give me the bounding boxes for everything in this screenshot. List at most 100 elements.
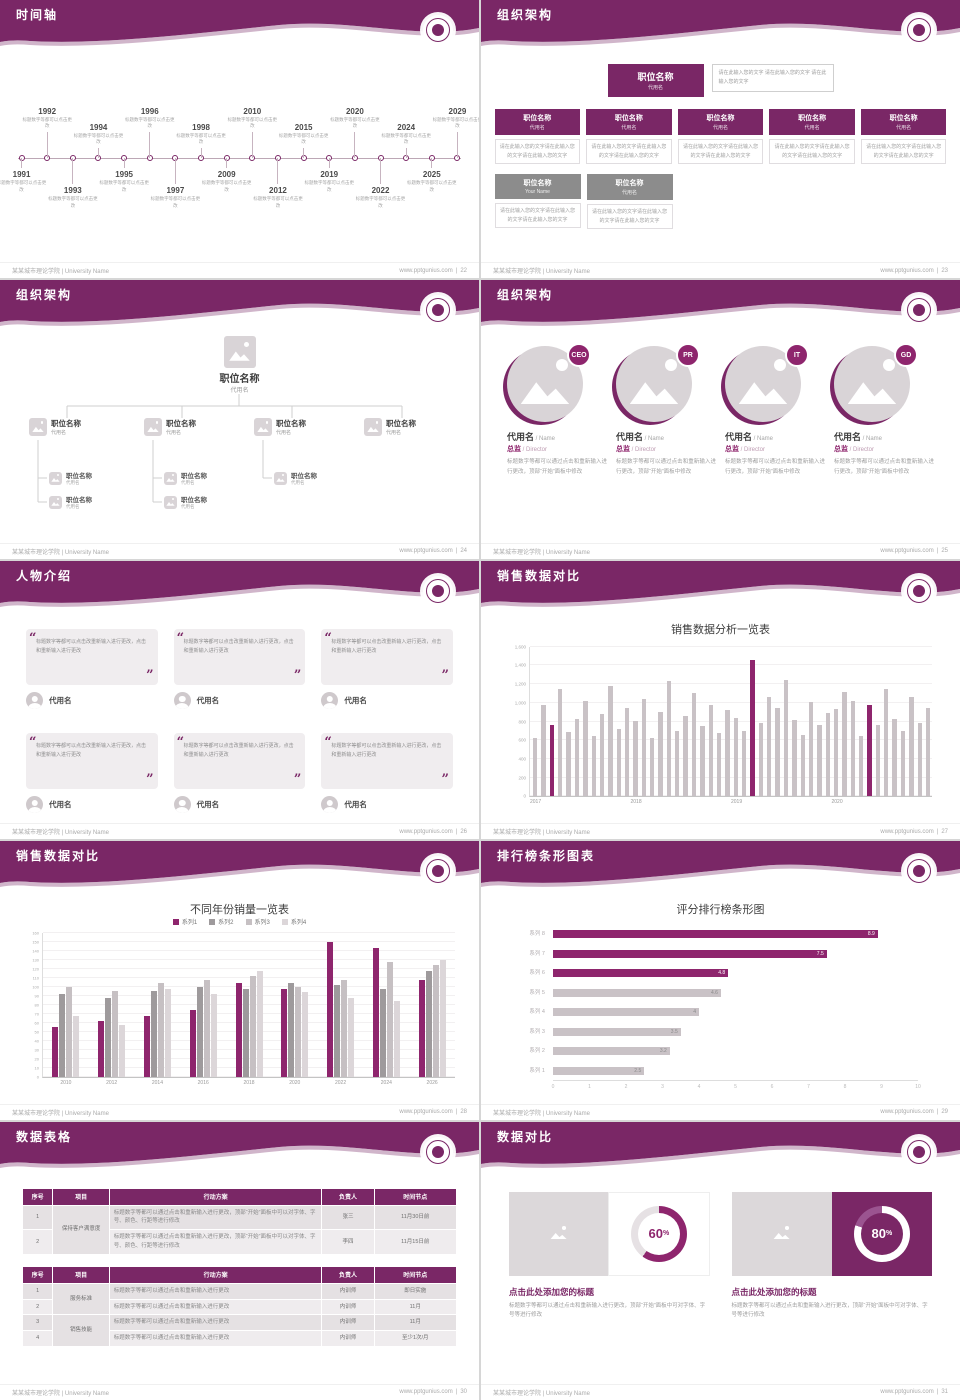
gridline bbox=[43, 932, 455, 934]
timeline-item: 2009 标题数字等都可以点击更改 bbox=[202, 170, 252, 194]
org-node-subtitle: 代用名 bbox=[621, 125, 637, 131]
image-placeholder-icon bbox=[144, 418, 162, 437]
value-label: 3.2 bbox=[659, 1048, 667, 1055]
x-axis-label: 2014 bbox=[151, 1079, 163, 1086]
hbar-row: 系列 2 3.2 bbox=[529, 1046, 918, 1056]
org-column: 职位名称 代用名 请在此输入您的文字请在此输入您的文字请在此输入您的文字 bbox=[860, 109, 947, 164]
timeline-axis-line bbox=[18, 158, 461, 160]
org-node: 职位名称 代用名 bbox=[586, 109, 672, 135]
org-child: 职位名称 代用名 bbox=[144, 418, 196, 437]
slide-22-timeline[interactable]: 时间轴 1991 标题数字等都可以点击更改 1992 标题数字等都可以点击更改 1993… bbox=[0, 0, 479, 279]
university-seal-icon bbox=[423, 856, 453, 887]
slide-26-people-intro[interactable]: 人物介绍 标题数字等都可以点击改重新输入进行更改，点击和重新输入进行更改 “” 代用… bbox=[0, 560, 479, 840]
org-grandchild-text: 职位名称 代用名 bbox=[66, 494, 92, 510]
donut-hole: 80% bbox=[860, 1212, 903, 1255]
compare-heading: 点击此处添加您的标题 bbox=[731, 1286, 817, 1297]
slide-header: 销售数据对比 bbox=[0, 841, 479, 895]
slide-header: 组织架构 bbox=[481, 280, 960, 334]
bar-group bbox=[272, 933, 318, 1077]
org-node-gray: 职位名称 Your Name bbox=[494, 174, 581, 199]
bar-group bbox=[135, 933, 181, 1077]
footer-separator: | bbox=[936, 1109, 939, 1116]
profile-role-badge: IT bbox=[785, 343, 809, 368]
slide-footer: 某某城市理论学院 | University Name www.pptgunius… bbox=[0, 542, 479, 559]
legend-swatch bbox=[209, 918, 216, 925]
slide-30-data-table[interactable]: 数据表格 序号 项目 行动方案 负责人 时间节点 1 保持客户满意度 标题数字等都可以通过点击… bbox=[0, 1121, 479, 1400]
footer-page-number: 31 bbox=[941, 1389, 948, 1396]
gridline bbox=[530, 776, 932, 778]
legend-swatch bbox=[281, 918, 288, 925]
y-axis-label: 1,600 bbox=[514, 644, 526, 650]
org-child-text: 职位名称 代用名 bbox=[166, 418, 196, 436]
org-column: 职位名称 代用名 请在此输入您的文字请在此输入您的文字请在此输入您的文字 bbox=[586, 109, 672, 164]
quote-person: 代用名 bbox=[321, 795, 453, 813]
table-cell: 标题数字等都可以通过点击和重新输入进行更改 bbox=[108, 1314, 323, 1332]
timeline-item: 2010 标题数字等都可以点击更改 bbox=[227, 107, 278, 131]
table-header-cell: 行动方案 bbox=[108, 1187, 323, 1206]
slide-24-org-tree[interactable]: 组织架构 职位名称 代用名 职位名称 代用名 职位名称 代用名 职位名称 代用名 职位名称 代用名… bbox=[0, 280, 479, 559]
profile-card: GD 代用名 / Name 总监 / Director 标题数字等都可以通过点击和重新… bbox=[830, 343, 934, 542]
gridline bbox=[530, 757, 932, 759]
bar bbox=[386, 961, 393, 1077]
footer-university: 某某城市理论学院 | University Name bbox=[493, 1110, 590, 1117]
university-seal-icon bbox=[423, 15, 453, 45]
timeline-stem bbox=[380, 158, 382, 185]
profile-photo: GD bbox=[830, 343, 918, 426]
timeline-caption: 标题数字等都可以点击更改 bbox=[0, 180, 47, 192]
table-cell: 1 bbox=[21, 1204, 54, 1231]
slide-28-yearly-sales-chart[interactable]: 销售数据对比 不同年份销量一览表 系列1 系列2 系列3 系列4 0 10 20 30 40 5… bbox=[0, 841, 479, 1120]
gridline bbox=[530, 664, 932, 666]
table-cell: 4 bbox=[21, 1330, 54, 1347]
footer-separator: | bbox=[455, 1389, 458, 1396]
open-quote-icon: “ bbox=[176, 630, 185, 646]
timeline-stem bbox=[354, 132, 356, 159]
value-label: 4.6 bbox=[710, 989, 718, 996]
org-tree-connectors bbox=[37, 394, 403, 503]
bar bbox=[641, 699, 647, 797]
timeline-year: 1994 bbox=[89, 122, 108, 132]
table-cell: 销售技能 bbox=[52, 1314, 110, 1347]
gridline bbox=[43, 1030, 455, 1032]
profile-photo: CEO bbox=[503, 343, 591, 426]
y-axis-label: 140 bbox=[32, 948, 39, 954]
x-axis-label: 2010 bbox=[60, 1079, 72, 1086]
hbar-row: 系列 7 7.5 bbox=[529, 949, 918, 959]
y-axis-label: 10 bbox=[34, 1065, 39, 1071]
profile-role-badge: CEO bbox=[567, 343, 591, 368]
slide-23-org-boxes[interactable]: 组织架构 职位名称 代用名 请在此输入您的文字 请在此输入您的文字 请在此输入您的文… bbox=[481, 0, 960, 279]
footer-site: www.pptgunius.com bbox=[880, 1109, 934, 1116]
quote-card: 标题数字等都可以点击改重新输入进行更改，点击和重新输入进行更改 “” bbox=[173, 732, 306, 789]
footer-site: www.pptgunius.com bbox=[399, 267, 453, 274]
bar bbox=[875, 725, 881, 797]
legend-item: 系列4 bbox=[281, 917, 306, 926]
legend-item: 系列1 bbox=[172, 917, 197, 926]
quote-card: 标题数字等都可以点击改重新输入进行更改，点击和重新输入进行更改 “” bbox=[321, 628, 453, 685]
timeline-year: 2029 bbox=[448, 106, 467, 116]
university-seal-icon bbox=[904, 856, 934, 887]
bar bbox=[348, 997, 355, 1077]
slide-31-data-compare[interactable]: 数据对比 60% 点击此处添加您的标题 标题数字等都可以通过点击和重新输入进行更改，… bbox=[481, 1121, 960, 1400]
timeline-stem bbox=[123, 158, 125, 169]
header-wave bbox=[481, 560, 960, 607]
bar: 2.5 bbox=[553, 1066, 645, 1075]
org-child-subtitle: 代用名 bbox=[166, 430, 182, 437]
x-axis-label: 2018 bbox=[243, 1079, 255, 1086]
timeline-caption: 标题数字等都可以点击更改 bbox=[304, 180, 354, 192]
slide-27-sales-trend-chart[interactable]: 销售数据对比 销售数据分析一览表 0 200 400 600 800 1,000 1,200… bbox=[481, 560, 960, 840]
org-child: 职位名称 代用名 bbox=[29, 418, 81, 437]
timeline-item: 1991 标题数字等都可以点击更改 bbox=[0, 170, 47, 194]
bar bbox=[725, 710, 730, 797]
timeline-item: 2019 标题数字等都可以点击更改 bbox=[304, 170, 354, 194]
header-wave bbox=[0, 0, 479, 46]
quote-cell: 标题数字等都可以点击改重新输入进行更改，点击和重新输入进行更改 “” 代用名 bbox=[173, 628, 306, 719]
slide-header: 排行榜条形图表 bbox=[481, 841, 960, 895]
table-cell: 11月 bbox=[373, 1314, 458, 1332]
org-node-description: 请在此输入您的文字请在此输入您的文字请在此输入您的文字 bbox=[769, 139, 855, 164]
slide-25-org-profiles[interactable]: 组织架构 CEO 代用名 / Name 总监 / Director 标题数字等都可以通… bbox=[481, 280, 960, 559]
bar bbox=[917, 723, 922, 797]
quote-card: 标题数字等都可以点击改重新输入进行更改，点击和重新输入进行更改 “” bbox=[26, 628, 158, 685]
slide-29-ranking-chart[interactable]: 排行榜条形图表 评分排行榜条形图 系列 8 8.9 系列 7 7.5 系列 6 4.8 系列… bbox=[481, 841, 960, 1120]
bar bbox=[256, 970, 263, 1077]
x-axis-label: 3 bbox=[661, 1083, 664, 1090]
